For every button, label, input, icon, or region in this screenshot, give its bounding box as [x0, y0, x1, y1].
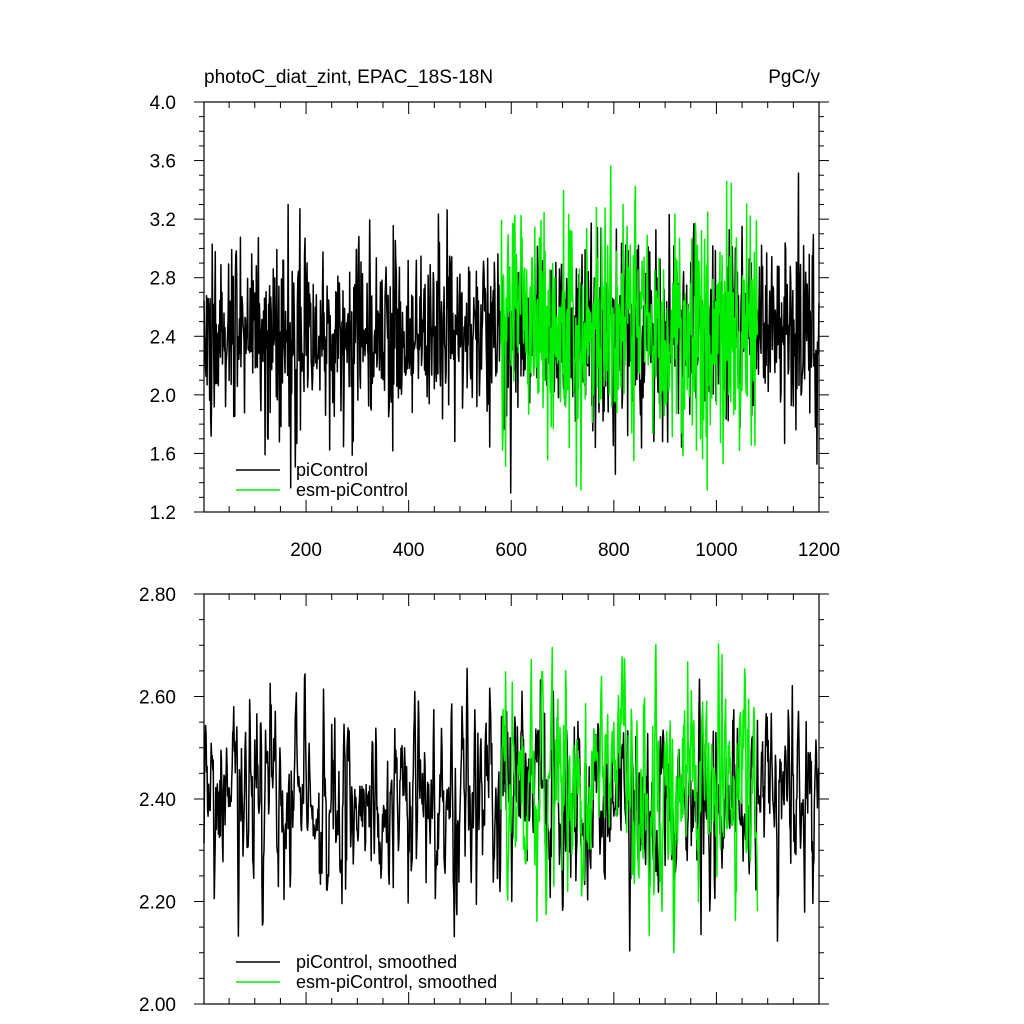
top-axis-ticks: 200 400 600 800 1000 1200 1.2 1.6 2.0 2.4 2.8 3.2 3.… [150, 93, 841, 561]
bottom-panel: 2.00 2.20 2.40 2.60 2.80 piControl, smoothed… [139, 585, 829, 1016]
top-y-tick-label: 4.0 [150, 93, 176, 114]
top-y-tick-label: 3.6 [150, 152, 176, 173]
top-legend: piControl esm-piControl [236, 460, 408, 500]
bottom-series-line-picontrol-smoothed [203, 667, 820, 952]
top-series-line-esm-picontrol [500, 165, 759, 491]
top-y-tick-label: 1.2 [150, 503, 176, 524]
top-panel-title: photoC_diat_zint, EPAC_18S-18N [204, 67, 493, 88]
bottom-series-layer [203, 643, 820, 954]
legend-label-esm-picontrol-smoothed: esm-piControl, smoothed [296, 972, 497, 992]
top-panel-units: PgC/y [768, 67, 820, 88]
top-x-tick-label: 800 [598, 540, 630, 561]
top-x-tick-label: 200 [290, 540, 322, 561]
bottom-series-line-esm-picontrol-smoothed [500, 643, 759, 954]
bottom-y-tick-label: 2.80 [139, 585, 176, 606]
top-panel: photoC_diat_zint, EPAC_18S-18N PgC/y 200… [150, 67, 841, 561]
top-y-tick-label: 2.8 [150, 269, 176, 290]
bottom-legend: piControl, smoothed esm-piControl, smoot… [236, 952, 497, 992]
bottom-y-tick-label: 2.40 [139, 790, 176, 811]
top-x-tick-label: 1000 [695, 540, 737, 561]
bottom-y-tick-label: 2.20 [139, 893, 176, 914]
top-y-tick-label: 2.4 [150, 327, 177, 348]
top-y-tick-label: 3.2 [150, 210, 176, 231]
bottom-y-tick-label: 2.60 [139, 688, 176, 709]
top-y-tick-label: 1.6 [150, 444, 176, 465]
bottom-y-tick-label: 2.00 [139, 995, 176, 1016]
legend-label-picontrol-smoothed: piControl, smoothed [296, 952, 457, 972]
top-series-layer [203, 165, 820, 494]
top-y-tick-label: 2.0 [150, 386, 176, 407]
legend-label-picontrol: piControl [296, 460, 368, 480]
top-x-tick-label: 400 [393, 540, 425, 561]
legend-label-esm-picontrol: esm-piControl [296, 480, 408, 500]
top-x-tick-label: 600 [495, 540, 527, 561]
bottom-axis-ticks: 2.00 2.20 2.40 2.60 2.80 [139, 585, 829, 1016]
top-x-tick-label: 1200 [798, 540, 840, 561]
